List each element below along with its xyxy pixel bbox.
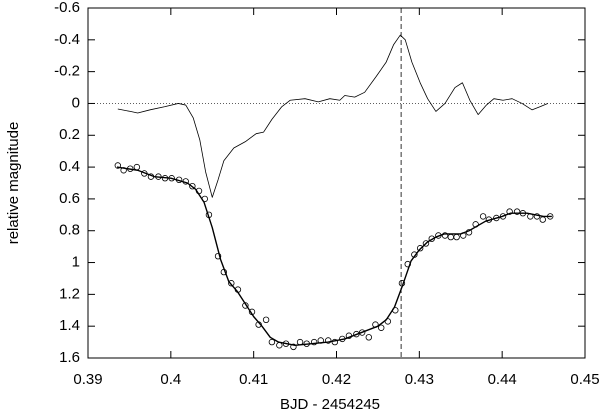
data-point [416,245,424,252]
data-line [116,166,552,346]
y-tick-label: 0 [72,94,80,111]
x-axis-label: BJD - 2454245 [280,396,380,413]
data-point [268,338,276,346]
y-tick-label: 0.8 [59,222,80,239]
data-point [539,216,546,223]
data-point [378,324,385,331]
x-tick-label: 0.42 [322,371,351,388]
y-tick-label: 0.6 [59,190,80,207]
data-point [290,343,297,351]
data-point [310,338,318,346]
data-point [331,338,339,346]
y-axis-label: relative magnitude [5,122,22,245]
y-tick-label: 0.4 [59,158,80,175]
data-point [479,213,487,220]
y-tick-label: -0.4 [54,31,80,48]
data-point [441,232,449,239]
y-tick-label: 1 [72,254,80,271]
data-point [228,280,235,287]
data-point [506,208,513,215]
data-point [353,330,360,338]
data-point [513,208,521,215]
data-point [453,233,460,241]
y-tick-label: 0.2 [59,126,80,143]
data-point [189,182,196,190]
y-tick-label: 1.2 [59,285,80,302]
data-point [447,233,455,241]
data-point [422,240,430,247]
data-point [262,316,270,324]
data-point [365,334,373,341]
data-point [428,235,435,242]
data-line [117,34,548,198]
x-tick-label: 0.43 [405,371,434,388]
x-tick-label: 0.45 [570,371,599,388]
data-point [533,213,541,220]
data-point [325,337,332,344]
plot-frame [87,7,586,359]
x-tick-label: 0.4 [160,371,181,388]
data-point [358,329,366,336]
x-tick-label: 0.39 [73,371,102,388]
data-point [214,252,222,260]
y-tick-label: -0.2 [54,63,80,80]
y-tick-label: 1.6 [59,349,80,366]
x-tick-label: 0.41 [239,371,268,388]
data-point [133,163,141,171]
data-point [114,162,122,169]
y-tick-label: 1.4 [59,317,80,334]
y-tick-label: -0.6 [54,0,80,16]
x-tick-label: 0.44 [488,371,517,388]
